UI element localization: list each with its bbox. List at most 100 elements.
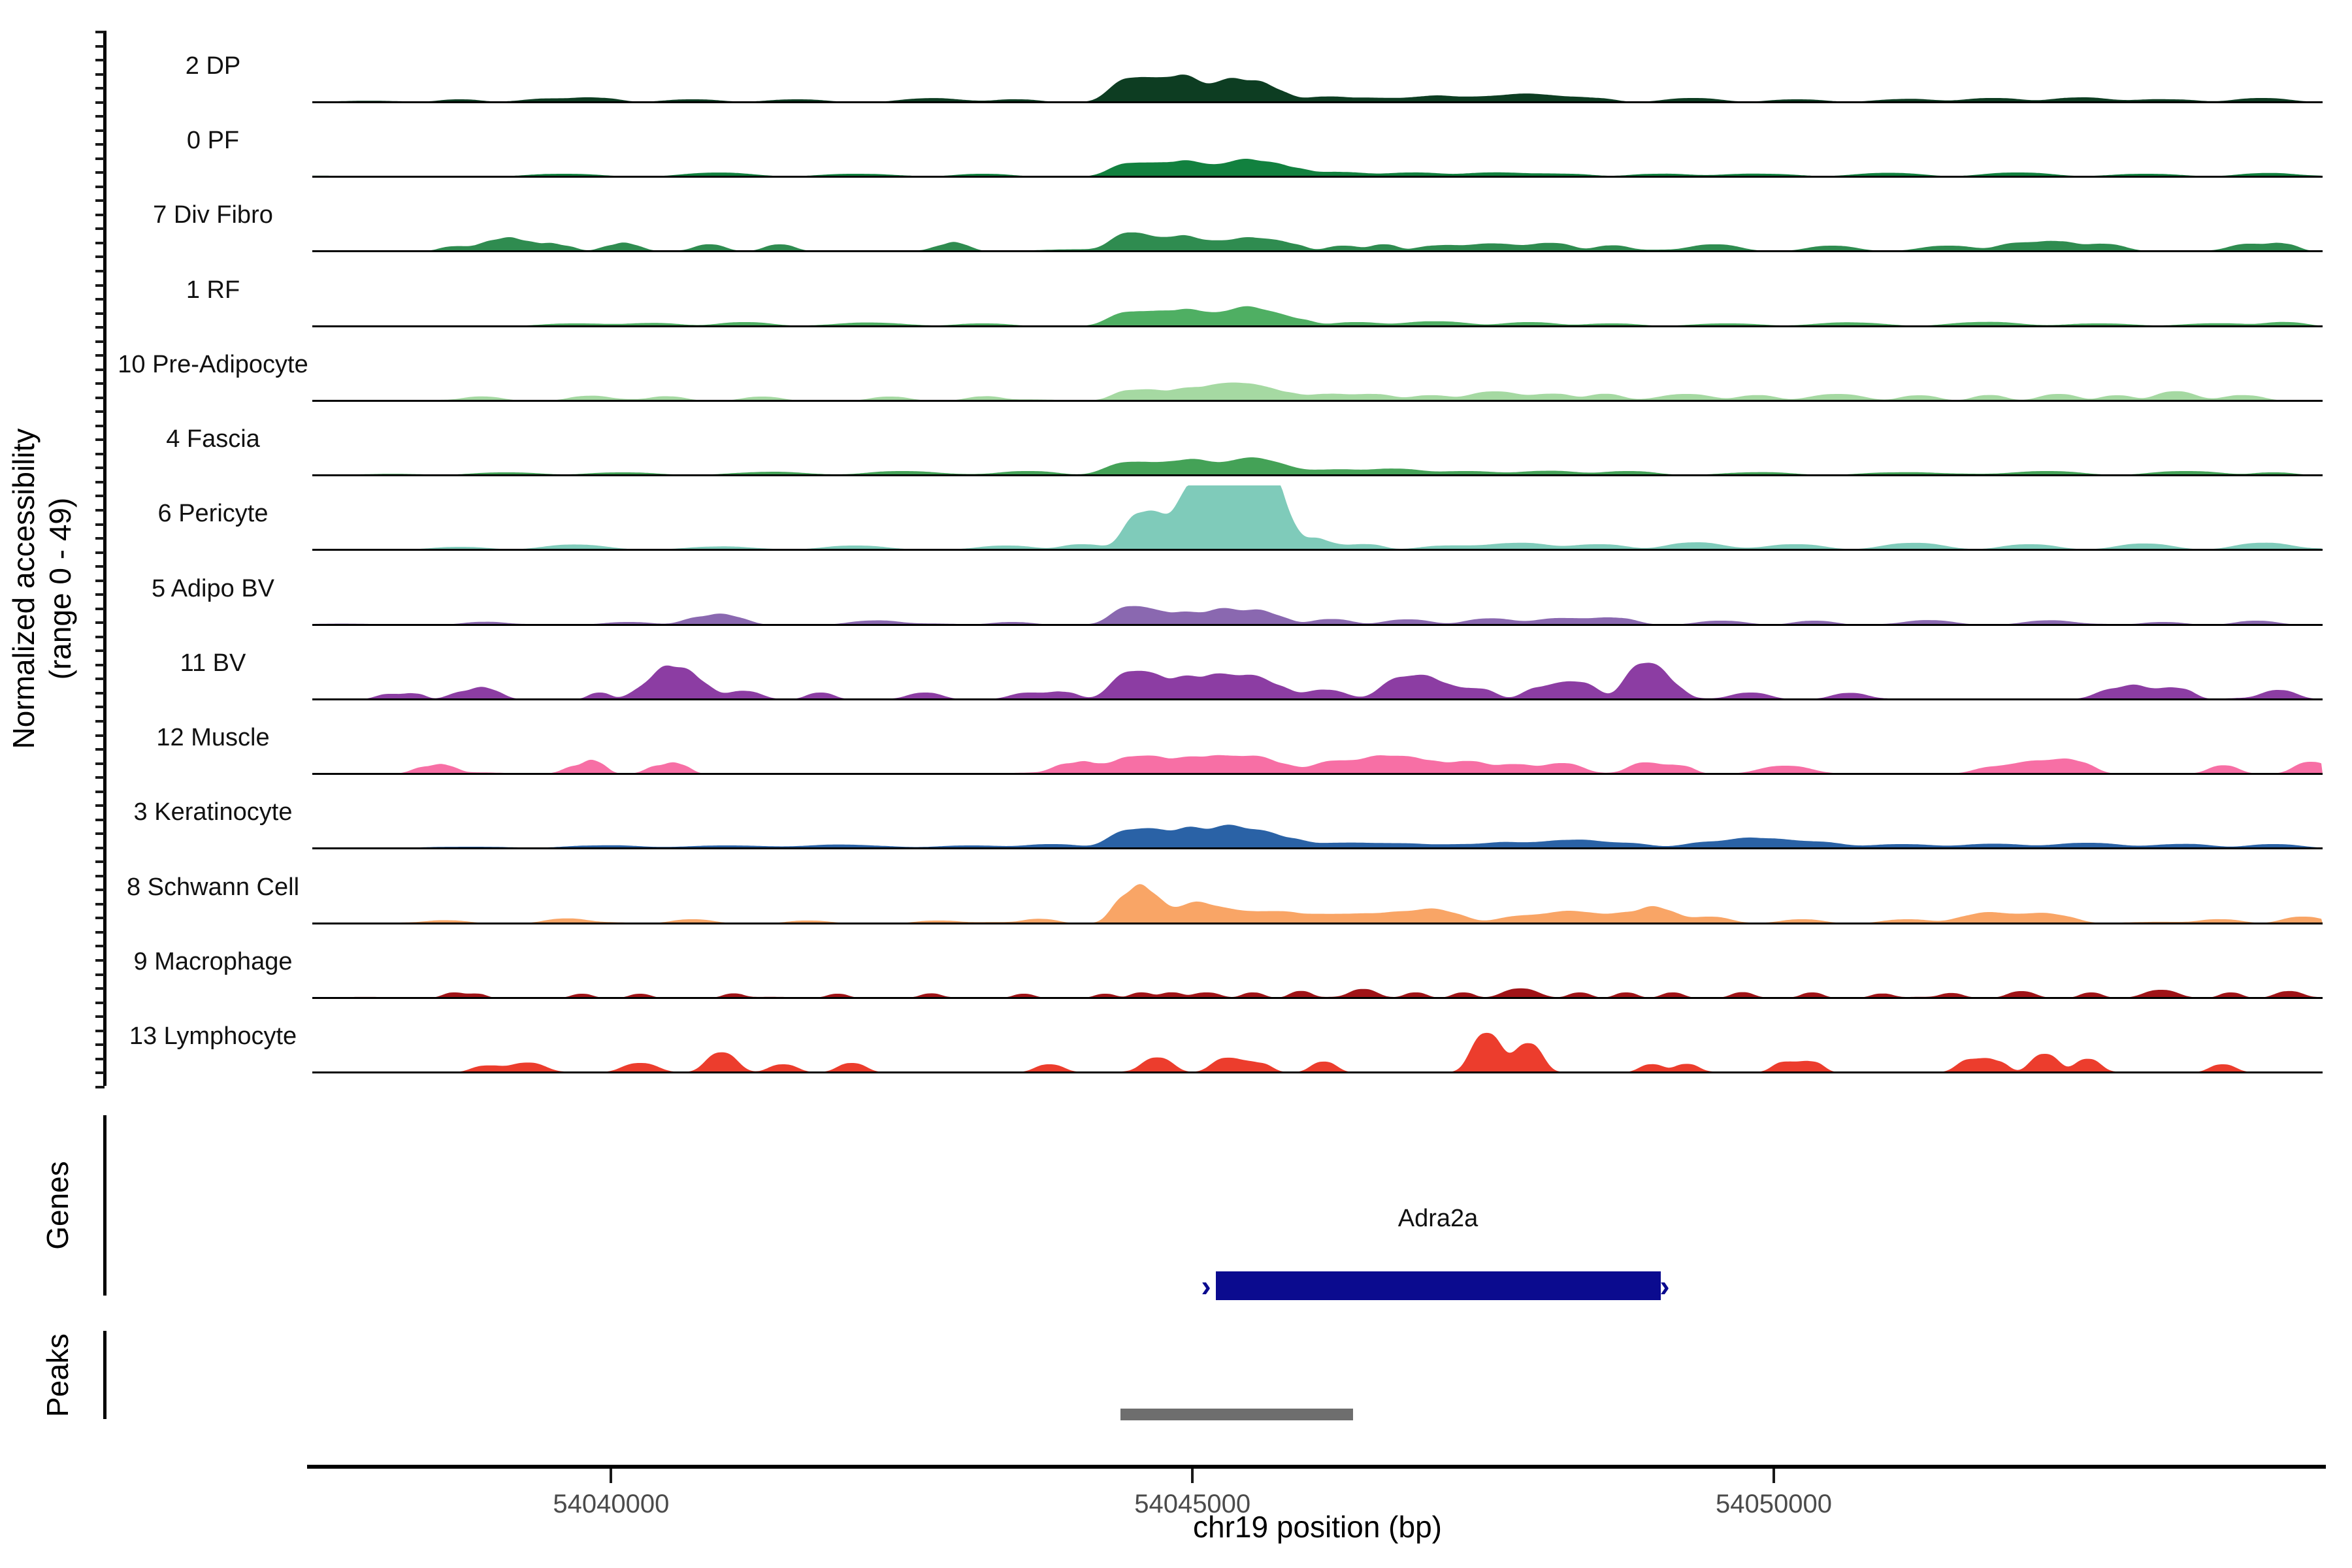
ruler-tick [95,199,105,203]
ruler-tick [95,270,105,272]
x-tick-label: 54040000 [553,1490,670,1518]
ruler-tick [95,958,105,962]
gene-name-label: Adra2a [1397,1205,1478,1232]
ruler-tick [95,368,105,371]
ruler-tick [95,748,105,751]
track-signal-6 [312,457,2323,476]
peaks-bracket-line [103,1331,106,1419]
track-label-5-adipo-bv: 5 Adipo BV [151,574,275,602]
track-baseline [312,847,2323,850]
ruler-tick [95,480,105,483]
ruler-tick [95,115,105,118]
y-axis-label-line2: (range 0 - 49) [43,497,77,680]
ruler-tick [95,354,105,357]
track-label-12-muscle: 12 Muscle [156,724,270,752]
ruler-tick [95,930,105,934]
ruler-tick [95,1001,105,1004]
ruler-tick [95,734,105,737]
track-label-6-pericyte: 6 Pericyte [157,500,269,528]
track-signal-2 [312,159,2323,177]
ruler-tick [95,691,105,694]
track-label-7-div-fibro: 7 Div Fibro [153,201,273,229]
ruler-tick [95,509,105,512]
ruler-tick [95,424,105,427]
ruler-tick [95,945,105,948]
track-signal-5 [312,382,2323,400]
ruler-tick [95,171,105,174]
ruler-tick [95,593,105,596]
ruler-tick [95,804,105,808]
ruler-tick [95,902,105,906]
ruler-tick [95,1043,105,1047]
track-baseline [312,922,2323,924]
track-signal-11 [312,825,2323,849]
ruler-tick [95,213,105,216]
x-axis-line [307,1465,2326,1469]
ruler-tick [95,129,105,132]
track-label-0-pf: 0 PF [186,127,240,155]
ruler-tick [95,255,105,259]
ruler-tick [95,565,105,568]
ruler-tick [95,973,105,976]
ruler-tick [95,551,105,554]
ruler-tick [95,298,105,301]
ruler-tick [95,1071,105,1075]
peak-region-bar [1120,1409,1353,1420]
y-axis-label-line1: Normalized accessibility [7,428,41,749]
track-baseline [312,176,2323,178]
track-label-11-bv: 11 BV [180,649,246,677]
ruler-tick [95,59,105,62]
track-ruler-line [103,31,106,1086]
x-tick-mark [1772,1469,1775,1483]
track-label-1-rf: 1 RF [186,276,240,304]
track-label-13-lymphocyte: 13 Lymphocyte [129,1022,297,1050]
x-tick-label: 54050000 [1716,1490,1832,1518]
gene-strand-arrow-right-icon: › [1659,1269,1670,1303]
ruler-tick [95,396,105,399]
ruler-tick [95,157,105,160]
track-label-2-dp: 2 DP [185,52,241,80]
ruler-tick [95,143,105,146]
peaks-section-label: Peaks [41,1333,74,1417]
ruler-tick [95,663,105,666]
x-tick-label: 54045000 [1134,1490,1251,1518]
ruler-tick [95,452,105,455]
ruler-tick [95,410,105,414]
track-baseline [312,101,2323,103]
track-signal-14 [312,1032,2323,1072]
ruler-tick [95,776,105,779]
track-baseline [312,474,2323,477]
track-baseline [312,250,2323,253]
ruler-tick [95,762,105,765]
track-baseline [312,698,2323,700]
ruler-tick [95,73,105,76]
ruler-tick [95,340,105,343]
ruler-tick [95,495,105,498]
track-signal-3 [312,233,2323,252]
ruler-tick [95,706,105,709]
ruler-tick [95,818,105,821]
ruler-tick [95,607,105,610]
track-signal-10 [312,755,2323,774]
ruler-tick [95,326,105,329]
ruler-tick [95,621,105,625]
ruler-tick [95,438,105,442]
track-signal-8 [312,606,2323,625]
ruler-tick [95,678,105,681]
x-tick-mark [610,1469,613,1483]
ruler-tick [95,1057,105,1060]
track-baseline [312,325,2323,327]
ruler-tick [95,1029,105,1032]
x-tick-mark [1191,1469,1194,1483]
ruler-tick [95,790,105,793]
ruler-tick [95,917,105,920]
track-baseline [312,399,2323,402]
ruler-tick [95,874,105,877]
track-baseline [312,773,2323,776]
track-signal-7 [312,485,2323,550]
ruler-tick [95,312,105,315]
gene-body-bar [1216,1271,1661,1300]
track-baseline [312,623,2323,626]
ruler-tick [95,185,105,188]
